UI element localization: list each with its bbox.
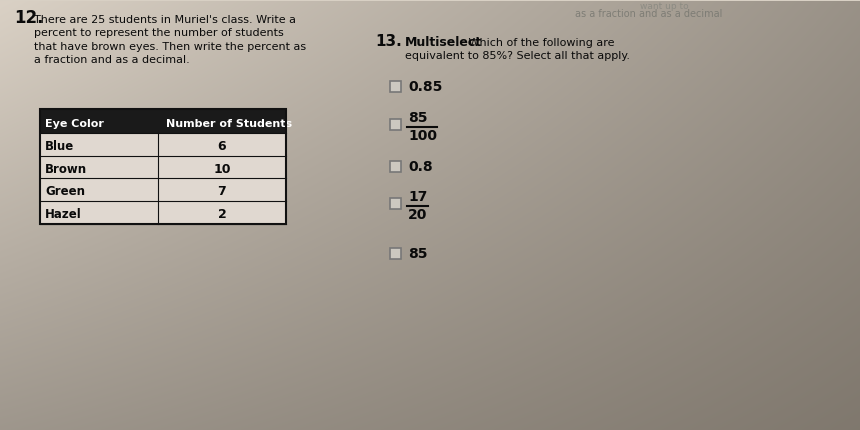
- Bar: [40, 201, 286, 224]
- Text: 20: 20: [408, 209, 427, 222]
- Bar: [390, 249, 401, 259]
- Text: 85: 85: [408, 247, 427, 261]
- Bar: [40, 178, 286, 201]
- Bar: [390, 81, 401, 92]
- Text: Green: Green: [45, 185, 85, 199]
- Text: Number of Students: Number of Students: [166, 119, 292, 129]
- Text: Hazel: Hazel: [45, 209, 82, 221]
- Bar: [40, 109, 286, 224]
- Text: 85: 85: [408, 111, 427, 125]
- Bar: [390, 160, 401, 172]
- Text: 6: 6: [218, 140, 226, 153]
- Text: There are 25 students in Muriel's class. Write a: There are 25 students in Muriel's class.…: [34, 15, 296, 25]
- Text: a fraction and as a decimal.: a fraction and as a decimal.: [34, 55, 190, 65]
- Text: Which of the following are: Which of the following are: [465, 38, 615, 48]
- Bar: [390, 199, 401, 209]
- Text: 0.8: 0.8: [408, 160, 433, 174]
- Text: 10: 10: [213, 163, 230, 175]
- Text: Brown: Brown: [45, 163, 87, 175]
- Text: percent to represent the number of students: percent to represent the number of stude…: [34, 28, 284, 38]
- Text: as a fraction and as a decimal: as a fraction and as a decimal: [575, 9, 722, 19]
- Text: 2: 2: [218, 209, 226, 221]
- Text: Multiselect: Multiselect: [405, 36, 482, 49]
- Text: 12.: 12.: [14, 9, 44, 27]
- Bar: [40, 109, 286, 132]
- Bar: [40, 132, 286, 156]
- Text: equivalent to 85%? Select all that apply.: equivalent to 85%? Select all that apply…: [405, 51, 630, 61]
- Text: Eye Color: Eye Color: [45, 119, 104, 129]
- Text: 7: 7: [218, 185, 226, 199]
- Bar: [40, 156, 286, 178]
- Text: Blue: Blue: [45, 140, 74, 153]
- Text: that have brown eyes. Then write the percent as: that have brown eyes. Then write the per…: [34, 42, 306, 52]
- Text: 13.: 13.: [375, 34, 402, 49]
- Text: want up to: want up to: [640, 2, 689, 11]
- Text: 0.85: 0.85: [408, 80, 442, 94]
- Text: 100: 100: [408, 129, 437, 143]
- Bar: [390, 119, 401, 129]
- Text: 17: 17: [408, 190, 427, 204]
